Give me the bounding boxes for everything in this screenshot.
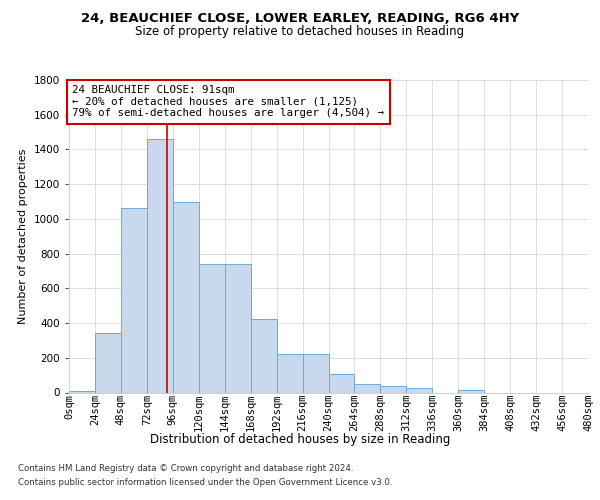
Text: Contains HM Land Registry data © Crown copyright and database right 2024.: Contains HM Land Registry data © Crown c… <box>18 464 353 473</box>
Bar <box>302 354 329 393</box>
Bar <box>69 391 95 392</box>
Text: Distribution of detached houses by size in Reading: Distribution of detached houses by size … <box>150 432 450 446</box>
Bar <box>329 374 355 392</box>
Bar <box>147 139 173 392</box>
Text: Size of property relative to detached houses in Reading: Size of property relative to detached ho… <box>136 25 464 38</box>
Bar <box>458 390 484 392</box>
Bar <box>95 334 121 392</box>
Bar <box>225 264 251 392</box>
Bar <box>380 386 406 392</box>
Bar <box>277 354 302 393</box>
Y-axis label: Number of detached properties: Number of detached properties <box>18 148 28 324</box>
Bar <box>355 384 380 392</box>
Bar <box>173 202 199 392</box>
Text: Contains public sector information licensed under the Open Government Licence v3: Contains public sector information licen… <box>18 478 392 487</box>
Text: 24 BEAUCHIEF CLOSE: 91sqm
← 20% of detached houses are smaller (1,125)
79% of se: 24 BEAUCHIEF CLOSE: 91sqm ← 20% of detac… <box>72 85 384 118</box>
Text: 24, BEAUCHIEF CLOSE, LOWER EARLEY, READING, RG6 4HY: 24, BEAUCHIEF CLOSE, LOWER EARLEY, READI… <box>81 12 519 26</box>
Bar <box>121 208 147 392</box>
Bar <box>406 388 432 392</box>
Bar <box>199 264 224 392</box>
Bar <box>251 318 277 392</box>
